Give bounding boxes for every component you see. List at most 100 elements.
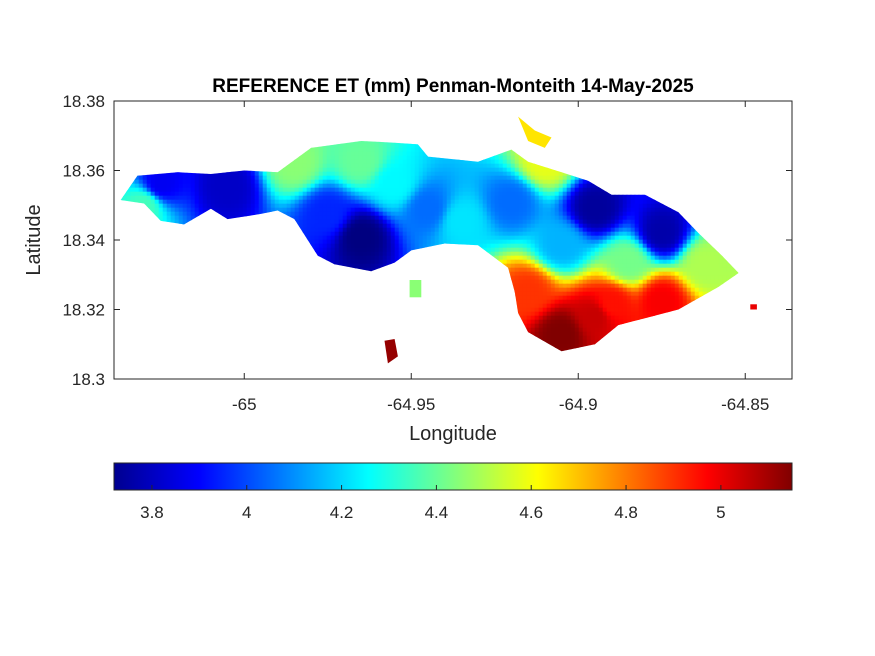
et-cell — [654, 239, 660, 245]
et-cell — [630, 219, 636, 225]
et-cell — [246, 191, 252, 197]
et-cell — [674, 215, 680, 221]
et-cell — [622, 227, 628, 233]
et-cell — [586, 187, 592, 193]
et-cell — [374, 183, 380, 189]
et-cell — [606, 235, 612, 241]
et-cell — [554, 251, 560, 257]
et-cell — [378, 171, 384, 177]
et-cell — [322, 203, 328, 209]
et-cell — [526, 163, 532, 169]
et-cell — [174, 187, 180, 193]
et-cell — [674, 235, 680, 241]
et-cell — [398, 187, 404, 193]
et-cell — [526, 203, 532, 209]
et-cell — [350, 199, 356, 205]
et-cell — [226, 215, 232, 221]
et-cell — [442, 171, 448, 177]
et-cell — [326, 255, 332, 261]
et-cell — [174, 191, 180, 197]
et-cell — [606, 239, 612, 245]
et-cell — [178, 187, 184, 193]
et-cell — [394, 143, 400, 149]
et-cell — [390, 183, 396, 189]
et-cell — [626, 211, 632, 217]
et-cell — [302, 207, 308, 213]
et-cell — [626, 219, 632, 225]
et-cell — [426, 231, 432, 237]
et-cell — [302, 223, 308, 229]
et-cell — [482, 227, 488, 233]
et-cell — [258, 207, 264, 213]
et-cell — [594, 215, 600, 221]
et-cell — [298, 195, 304, 201]
et-cell — [598, 251, 604, 257]
et-cell — [602, 239, 608, 245]
et-cell — [638, 195, 644, 201]
et-cell — [550, 231, 556, 237]
et-cell — [518, 171, 524, 177]
et-cell — [498, 183, 504, 189]
et-cell — [522, 191, 528, 197]
et-cell — [502, 207, 508, 213]
et-cell — [498, 155, 504, 161]
et-cell — [298, 155, 304, 161]
et-cell — [178, 215, 184, 221]
et-cell — [634, 219, 640, 225]
et-cell — [630, 247, 636, 253]
et-cell — [210, 179, 216, 185]
et-cell — [634, 231, 640, 237]
et-cell — [394, 151, 400, 157]
et-cell — [446, 199, 452, 205]
et-cell — [494, 207, 500, 213]
et-cell — [422, 179, 428, 185]
et-cell — [222, 183, 228, 189]
et-cell — [310, 163, 316, 169]
et-cell — [402, 163, 408, 169]
et-cell — [154, 171, 160, 177]
et-cell — [638, 203, 644, 209]
et-cell — [354, 239, 360, 245]
et-cell — [350, 231, 356, 237]
et-cell — [418, 167, 424, 173]
et-cell — [558, 183, 564, 189]
et-cell — [186, 199, 192, 205]
et-cell — [378, 187, 384, 193]
et-cell — [310, 207, 316, 213]
et-cell — [514, 211, 520, 217]
et-cell — [330, 211, 336, 217]
et-cell — [450, 203, 456, 209]
et-cell — [586, 247, 592, 253]
et-cell — [374, 151, 380, 157]
et-cell — [290, 211, 296, 217]
et-cell — [634, 195, 640, 201]
et-cell — [414, 211, 420, 217]
et-cell — [342, 191, 348, 197]
et-cell — [522, 167, 528, 173]
et-cell — [574, 199, 580, 205]
et-cell — [574, 227, 580, 233]
et-cell — [630, 251, 636, 257]
et-cell — [602, 243, 608, 249]
et-cell — [182, 195, 188, 201]
et-cell — [650, 243, 656, 249]
et-cell — [194, 183, 200, 189]
et-cell — [378, 231, 384, 237]
et-cell — [262, 183, 268, 189]
et-cell — [550, 235, 556, 241]
et-cell — [650, 239, 656, 245]
et-cell — [362, 155, 368, 161]
et-cell — [646, 219, 652, 225]
et-cell — [354, 147, 360, 153]
et-cell — [310, 195, 316, 201]
et-cell — [198, 183, 204, 189]
et-cell — [486, 231, 492, 237]
et-cell — [462, 187, 468, 193]
et-cell — [606, 199, 612, 205]
et-cell — [194, 171, 200, 177]
et-cell — [354, 207, 360, 213]
et-cell — [382, 235, 388, 241]
et-cell — [246, 207, 252, 213]
et-cell — [614, 227, 620, 233]
et-cell — [382, 207, 388, 213]
